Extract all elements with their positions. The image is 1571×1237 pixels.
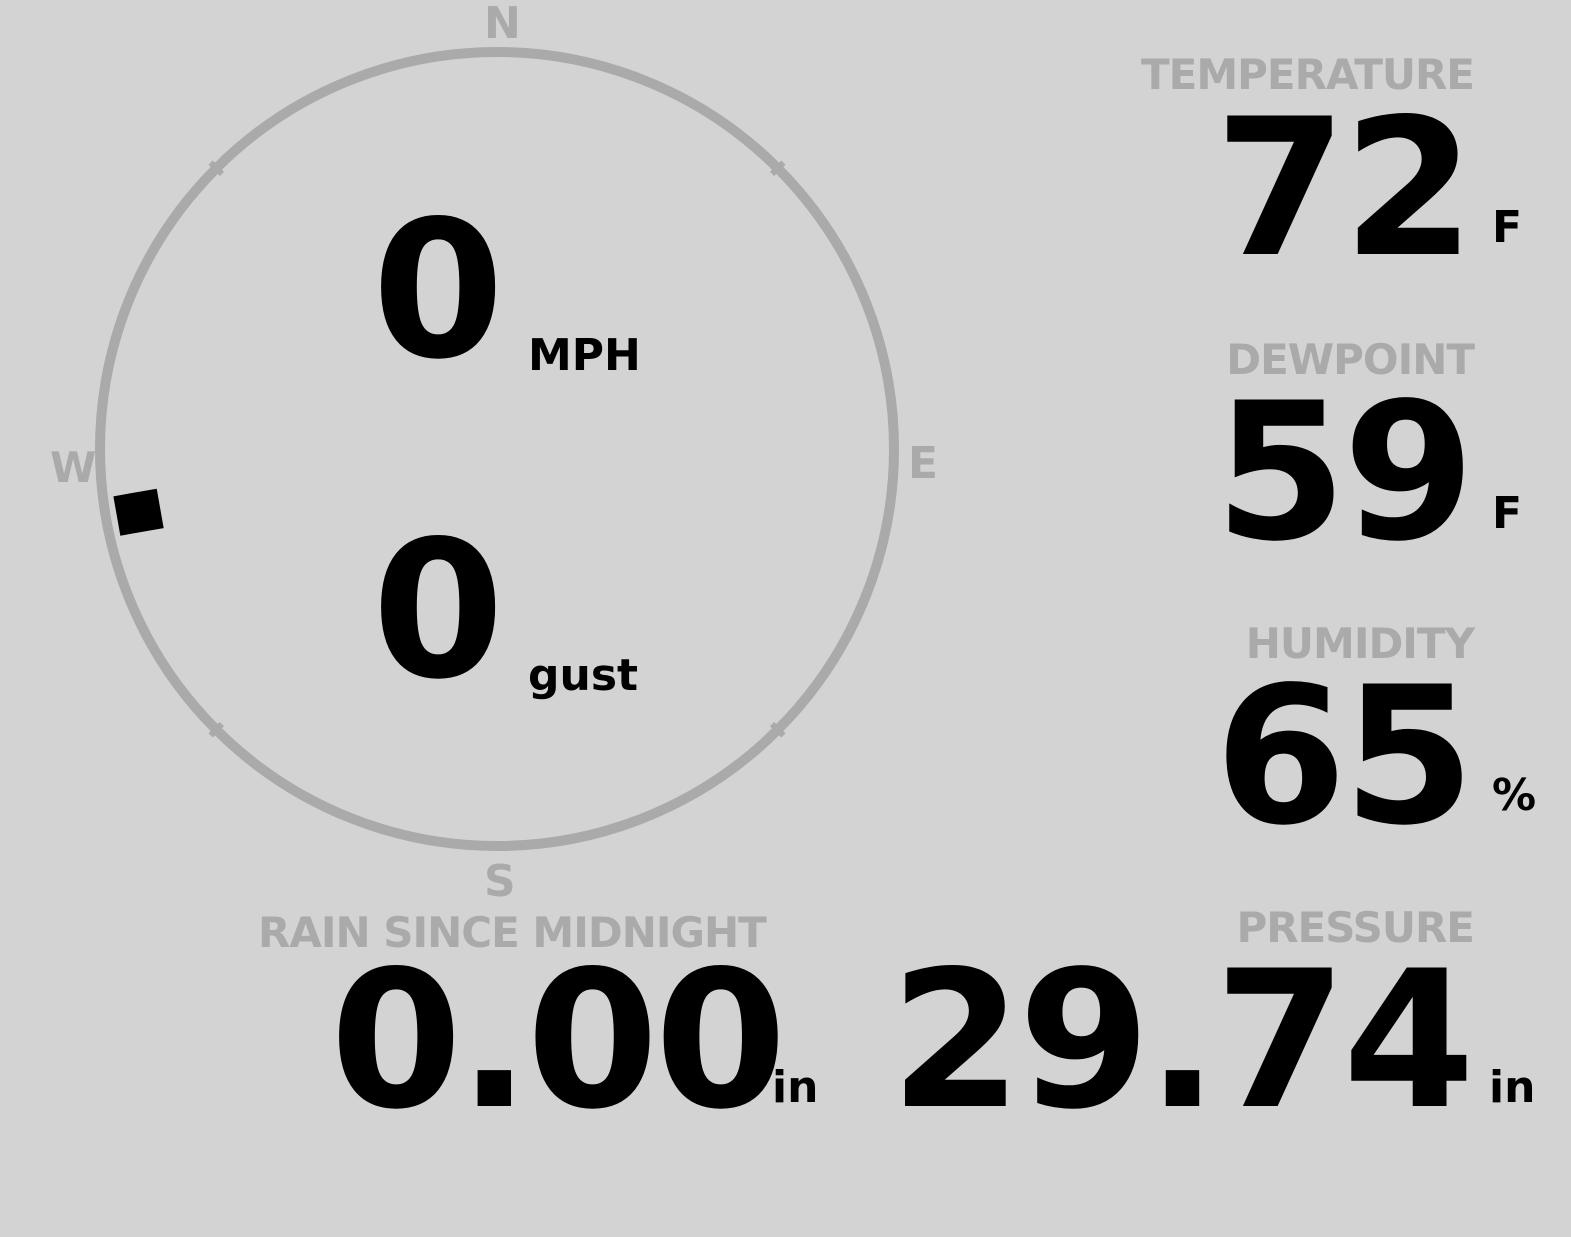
humidity-unit: % xyxy=(1492,770,1537,821)
temperature-value: 72 xyxy=(1214,78,1475,299)
compass-ring xyxy=(95,47,899,851)
rain-value: 0.00 xyxy=(330,930,787,1151)
temperature-label: TEMPERATURE xyxy=(1141,50,1475,99)
rain-unit: in xyxy=(772,1062,819,1113)
compass-tick xyxy=(208,721,225,738)
wind-gust-value: 0 xyxy=(372,500,504,721)
wind-direction-marker xyxy=(113,488,164,536)
wind-speed-value: 0 xyxy=(372,180,504,401)
dewpoint-label: DEWPOINT xyxy=(1226,335,1475,384)
compass-tick xyxy=(769,160,786,177)
pressure-label: PRESSURE xyxy=(1236,903,1475,952)
pressure-value: 29.74 xyxy=(890,930,1475,1151)
compass-east-label: E xyxy=(908,438,939,489)
humidity-value: 65 xyxy=(1214,646,1475,867)
wind-speed-unit: MPH xyxy=(528,330,641,381)
dewpoint-unit: F xyxy=(1492,488,1523,539)
compass-north-label: N xyxy=(484,0,521,49)
compass-tick xyxy=(769,721,786,738)
wind-gust-unit: gust xyxy=(528,650,639,701)
pressure-unit: in xyxy=(1489,1062,1536,1113)
humidity-label: HUMIDITY xyxy=(1245,619,1475,668)
temperature-unit: F xyxy=(1492,202,1523,253)
compass-tick xyxy=(208,160,225,177)
dewpoint-value: 59 xyxy=(1214,362,1475,583)
rain-label: RAIN SINCE MIDNIGHT xyxy=(258,908,767,957)
compass-west-label: W xyxy=(50,443,97,492)
compass-south-label: S xyxy=(484,856,516,907)
